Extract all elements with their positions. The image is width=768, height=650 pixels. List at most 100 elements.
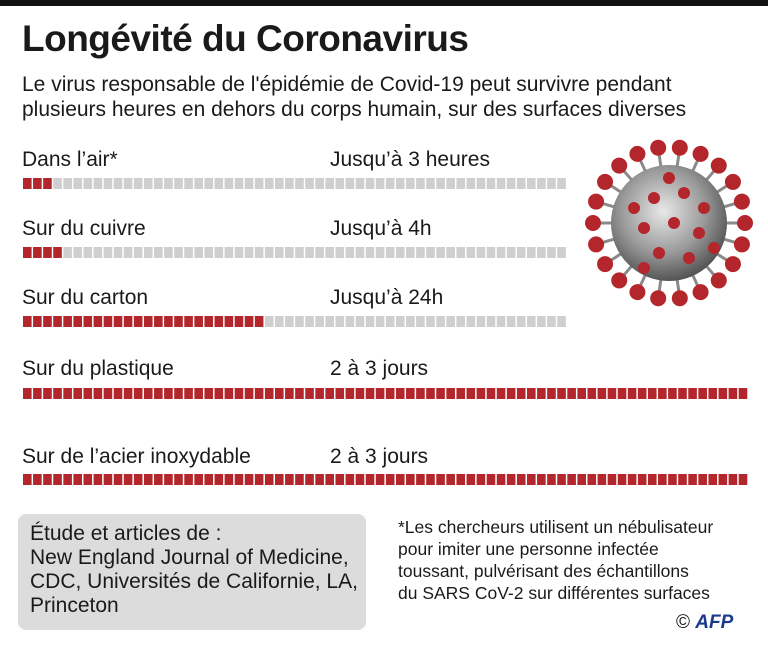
bar-segment-empty xyxy=(375,316,385,327)
bar-segment-filled xyxy=(295,474,304,485)
bar-segment-filled xyxy=(224,474,234,485)
bar-segment-empty xyxy=(174,178,183,189)
bar-segment-filled xyxy=(33,247,42,258)
bar-segment-filled xyxy=(466,388,476,399)
bar-segment-empty xyxy=(406,316,415,327)
bar-segment-filled xyxy=(174,316,183,327)
source-line: Princeton xyxy=(30,594,119,617)
bar-segment-filled xyxy=(557,388,566,399)
bar-segment-filled xyxy=(617,388,627,399)
row-duration-air: Jusqu’à 3 heures xyxy=(330,148,490,171)
bar-segment-filled xyxy=(506,388,516,399)
bar-segment-empty xyxy=(244,178,254,189)
bar-segment-empty xyxy=(295,247,304,258)
bar-segment-filled xyxy=(305,474,314,485)
bar-segment-filled xyxy=(567,474,576,485)
bar-segment-filled xyxy=(375,388,385,399)
bar-segment-filled xyxy=(103,388,113,399)
bar-segment-filled xyxy=(254,316,264,327)
bar-segment-filled xyxy=(285,474,294,485)
bar-segment-filled xyxy=(23,178,32,189)
bar-segment-filled xyxy=(63,316,72,327)
bar-segment-filled xyxy=(93,316,103,327)
bar-segment-filled xyxy=(385,388,395,399)
bar-segment-filled xyxy=(728,388,738,399)
bar-segment-empty xyxy=(446,316,455,327)
bar-segment-empty xyxy=(275,247,284,258)
bar-segment-empty xyxy=(335,316,345,327)
bar-segment-empty xyxy=(537,247,546,258)
bar-segment-filled xyxy=(395,388,405,399)
bar-segment-filled xyxy=(627,388,637,399)
bar-segment-filled xyxy=(647,388,657,399)
top-rule xyxy=(0,0,768,6)
bar-segment-empty xyxy=(516,316,526,327)
bar-segment-filled xyxy=(164,474,173,485)
bar-segment-filled xyxy=(184,388,193,399)
bar-segment-filled xyxy=(83,316,93,327)
bar-segment-empty xyxy=(375,247,385,258)
virus-spike-head xyxy=(671,290,688,307)
page-title: Longévité du Coronavirus xyxy=(22,18,469,59)
page-subtitle: Le virus responsable de l'épidémie de Co… xyxy=(22,73,687,121)
bar-segment-empty xyxy=(537,316,546,327)
bar-segment-empty xyxy=(73,247,82,258)
bar-segment-filled xyxy=(395,474,405,485)
bar-segment-empty xyxy=(506,247,516,258)
virus-surface-protein xyxy=(693,227,705,239)
bar-segment-filled xyxy=(365,388,375,399)
bar-segment-filled xyxy=(426,388,435,399)
bar-segment-empty xyxy=(93,178,103,189)
bar-segment-filled xyxy=(547,388,556,399)
bar-segment-empty xyxy=(476,247,486,258)
footnote-line: toussant, pulvérisant des échantillons xyxy=(398,561,689,581)
source-box: Étude et articles de : New England Journ… xyxy=(18,514,366,630)
bar-segment-empty xyxy=(264,316,274,327)
bar-segment-filled xyxy=(194,474,203,485)
virus-surface-protein xyxy=(668,217,680,229)
bar-segment-empty xyxy=(305,316,314,327)
copyright-symbol: © xyxy=(676,612,690,633)
bar-segment-filled xyxy=(658,388,667,399)
bar-segment-empty xyxy=(527,316,536,327)
bar-segment-filled xyxy=(83,388,93,399)
bar-segment-filled xyxy=(103,316,113,327)
virus-surface-protein xyxy=(638,262,650,274)
bar-segment-empty xyxy=(375,178,385,189)
bar-segment-filled xyxy=(33,474,42,485)
bar-segment-empty xyxy=(315,178,324,189)
bar-segment-filled xyxy=(728,474,738,485)
bar-segment-filled xyxy=(164,316,173,327)
virus-surface-protein xyxy=(648,192,660,204)
bar-segment-empty xyxy=(355,247,365,258)
bar-segment-empty xyxy=(184,247,193,258)
bar-segment-empty xyxy=(557,247,566,258)
bar-segment-filled xyxy=(688,474,697,485)
bar-segment-filled xyxy=(678,474,687,485)
bar-segment-empty xyxy=(436,178,445,189)
bar-segment-empty xyxy=(63,247,72,258)
virus-spike-head xyxy=(733,236,750,253)
virus-surface-protein xyxy=(653,247,665,259)
bar-segment-empty xyxy=(496,178,506,189)
virus-spike-head xyxy=(650,290,667,307)
bar-segment-empty xyxy=(506,316,516,327)
bar-segment-empty xyxy=(143,247,153,258)
bar-segment-empty xyxy=(365,247,375,258)
bar-segment-empty xyxy=(295,178,304,189)
virus-surface-protein xyxy=(708,242,720,254)
bar-segment-filled xyxy=(164,388,173,399)
bar-segment-empty xyxy=(456,247,466,258)
bar-segment-filled xyxy=(204,316,214,327)
bar-segment-filled xyxy=(637,474,647,485)
bar-segment-filled xyxy=(527,388,536,399)
bar-segment-filled xyxy=(23,474,32,485)
bar-segment-filled xyxy=(174,388,183,399)
virus-spike-head xyxy=(724,256,741,273)
bar-segment-filled xyxy=(698,474,707,485)
bar-segment-empty xyxy=(486,178,496,189)
row-label-steel: Sur de l’acier inoxydable xyxy=(22,445,251,468)
bar-segment-filled xyxy=(537,388,546,399)
bar-segment-filled xyxy=(234,388,244,399)
bar-segment-empty xyxy=(527,178,536,189)
